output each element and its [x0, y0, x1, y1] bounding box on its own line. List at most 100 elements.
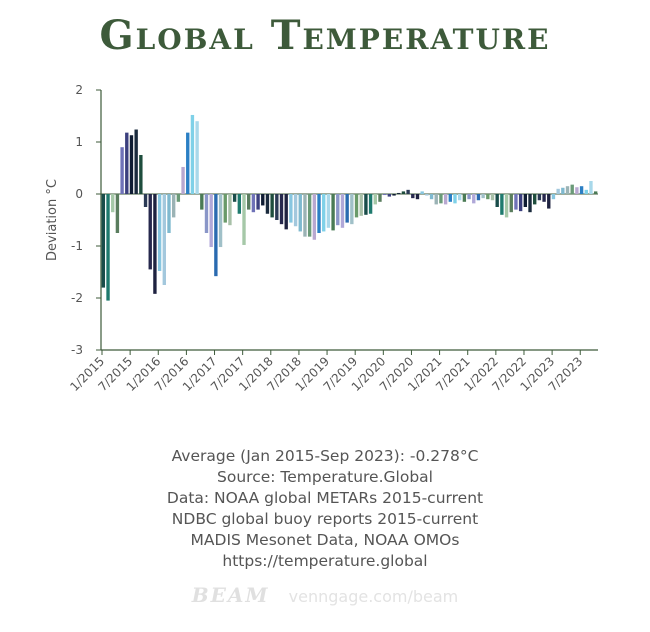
bar	[490, 194, 495, 201]
bar	[293, 194, 298, 227]
bar	[542, 194, 546, 202]
bar	[101, 194, 106, 288]
bar	[326, 194, 331, 228]
page-title: Global Temperature	[99, 12, 551, 59]
bar	[270, 194, 274, 218]
average-note: Average (Jan 2015-Sep 2023): -0.278°C	[171, 447, 479, 465]
bar	[237, 194, 242, 214]
beam-logo: BEAM	[191, 583, 270, 607]
bar	[411, 194, 415, 199]
bar	[251, 194, 256, 213]
bar	[387, 194, 392, 197]
bar	[242, 194, 246, 245]
bar	[495, 194, 499, 207]
bar	[593, 191, 598, 194]
bar	[415, 194, 420, 200]
bar	[200, 194, 204, 210]
bar	[289, 194, 293, 223]
venngage-link[interactable]: venngage.com/beam	[288, 587, 459, 606]
bar	[340, 194, 345, 228]
bar	[443, 194, 448, 205]
bar	[157, 194, 162, 271]
bar	[228, 194, 232, 226]
bar	[336, 194, 340, 226]
bar	[279, 194, 284, 225]
bar	[486, 194, 490, 200]
y-tick-label: 1	[75, 135, 83, 149]
bar	[139, 155, 143, 194]
bar	[115, 194, 120, 233]
bar	[570, 184, 574, 194]
madis-note: MADIS Mesonet Data, NOAA OMOs	[190, 531, 460, 549]
bar	[537, 194, 542, 201]
bar	[528, 194, 532, 213]
chart-bars	[101, 114, 598, 301]
bar	[500, 194, 504, 215]
bar	[176, 194, 181, 202]
bar	[364, 194, 368, 215]
bar	[397, 192, 401, 194]
bar	[467, 194, 471, 200]
bar	[232, 194, 237, 202]
bar	[589, 181, 593, 194]
temperature-bar-chart: 210-1-2-31/20157/20151/20167/20161/20177…	[45, 83, 598, 394]
y-tick-label: -3	[71, 343, 83, 357]
bar	[148, 194, 152, 270]
bar	[186, 132, 190, 194]
bar	[406, 189, 410, 194]
bar	[584, 189, 588, 194]
bar	[181, 166, 185, 194]
bar	[322, 194, 326, 232]
bar	[195, 121, 199, 194]
bar	[439, 194, 443, 204]
bar	[556, 188, 560, 194]
bar	[275, 194, 279, 220]
bar	[457, 194, 462, 201]
bar	[143, 194, 148, 207]
bar	[561, 187, 565, 194]
bar	[284, 194, 288, 230]
bar	[504, 194, 509, 218]
chart-notes: Average (Jan 2015-Sep 2023): -0.278°C So…	[0, 446, 650, 572]
bar	[261, 194, 265, 206]
chart-axes	[100, 90, 598, 351]
bar	[247, 194, 251, 210]
website-link[interactable]: https://temperature.global	[222, 552, 428, 570]
bar	[162, 194, 166, 285]
y-tick-label: -1	[71, 239, 83, 253]
chart-ticks: 210-1-2-31/20157/20151/20167/20161/20177…	[67, 83, 585, 394]
bar	[153, 194, 157, 294]
bar	[547, 194, 551, 209]
bar	[425, 194, 429, 196]
bar	[472, 194, 476, 204]
bar	[256, 194, 260, 210]
source-note: Source: Temperature.Global	[217, 468, 433, 486]
bar	[420, 191, 424, 194]
bar	[111, 194, 115, 213]
bar	[106, 194, 110, 301]
y-tick-label: -2	[71, 291, 83, 305]
bar	[129, 135, 134, 194]
bar	[453, 194, 457, 204]
bar	[120, 147, 124, 194]
bar	[551, 194, 556, 200]
bar	[434, 194, 438, 205]
bar	[190, 114, 195, 194]
bar	[312, 194, 317, 240]
bar	[331, 194, 335, 231]
footer: BEAM venngage.com/beam	[0, 583, 650, 607]
bar	[462, 194, 467, 202]
bar	[514, 194, 518, 210]
bar	[350, 194, 354, 225]
bar	[368, 194, 373, 214]
buoy-note: NDBC global buoy reports 2015-current	[171, 510, 479, 528]
bar	[575, 187, 579, 194]
bar	[382, 194, 387, 196]
bar	[429, 194, 434, 200]
bar	[392, 194, 396, 196]
bar	[579, 186, 584, 194]
bar	[518, 194, 523, 212]
y-tick-label: 2	[75, 83, 83, 97]
bar	[265, 194, 270, 214]
bar	[359, 194, 363, 216]
